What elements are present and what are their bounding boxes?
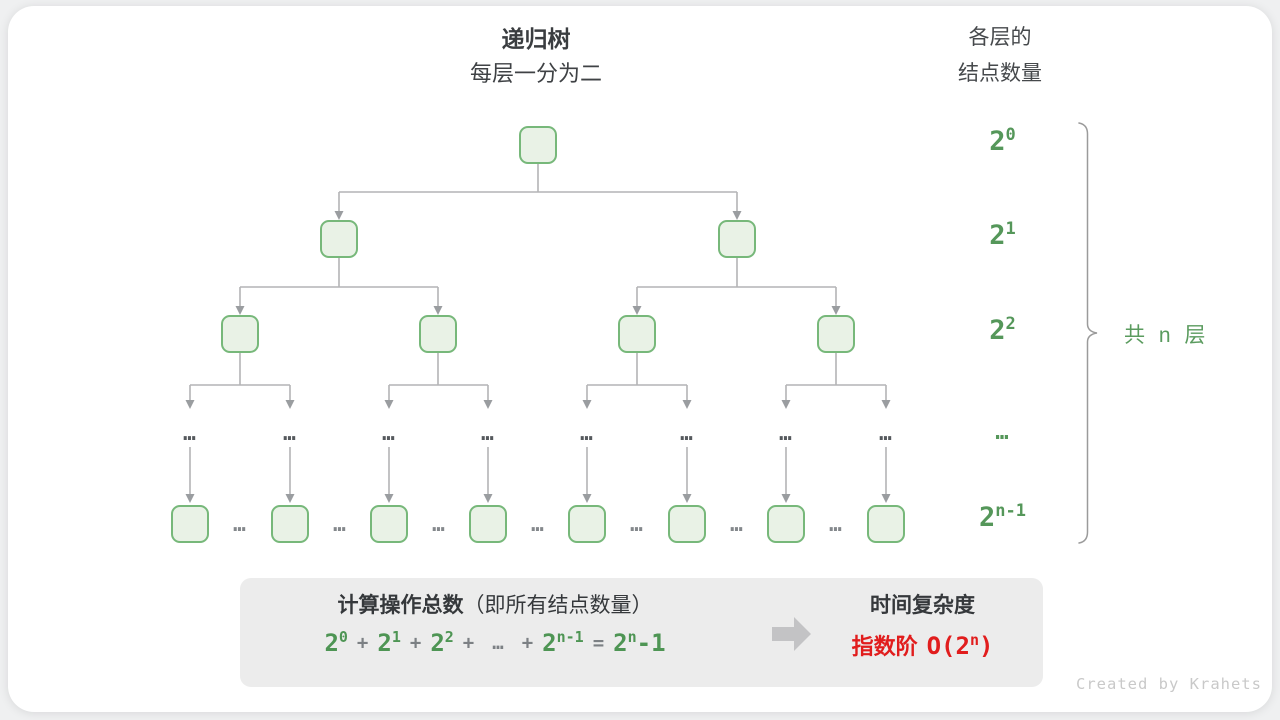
plus-operator: + bbox=[521, 632, 534, 654]
power-exponent: n-1 bbox=[995, 501, 1026, 521]
formula-term: 22 bbox=[430, 628, 454, 657]
power-exponent: 2 bbox=[1005, 314, 1016, 334]
tree-node bbox=[568, 505, 606, 543]
tree-node bbox=[867, 505, 905, 543]
formula-term: 20 bbox=[324, 628, 348, 657]
operations-title-bold: 计算操作总数 bbox=[337, 594, 464, 617]
level-count-2-1: 21 bbox=[955, 219, 1050, 251]
level-count-2-n-1: 2n-1 bbox=[955, 501, 1050, 533]
operations-title: 计算操作总数（即所有结点数量） bbox=[250, 589, 740, 619]
plus-operator: + bbox=[462, 632, 475, 654]
power-base: 2 bbox=[989, 315, 1006, 346]
summary-box bbox=[240, 578, 1043, 687]
tree-ellipsis: … bbox=[580, 421, 594, 445]
tree-ellipsis: … bbox=[680, 421, 694, 445]
operations-formula: 20 +21 +22 + … +2n-1 = 2n-1 bbox=[250, 628, 740, 657]
formula-term: 21 bbox=[377, 628, 401, 657]
tree-node bbox=[221, 315, 259, 353]
operations-title-paren: （即所有结点数量） bbox=[463, 594, 653, 617]
tree-node bbox=[718, 220, 756, 258]
power-exponent: 0 bbox=[1005, 125, 1016, 145]
tree-node bbox=[469, 505, 507, 543]
power-exponent: 1 bbox=[1005, 219, 1016, 239]
plus-operator: + bbox=[356, 632, 369, 654]
row-ellipsis: … bbox=[531, 512, 545, 536]
row-ellipsis: … bbox=[233, 512, 247, 536]
tree-node bbox=[419, 315, 457, 353]
level-count-2-2: 22 bbox=[955, 314, 1050, 346]
plus-operator: + bbox=[409, 632, 422, 654]
tree-node bbox=[767, 505, 805, 543]
time-complexity-title: 时间复杂度 bbox=[870, 594, 975, 617]
ellipsis-operator: … bbox=[492, 632, 504, 654]
complexity-order-label: 指数阶 bbox=[851, 634, 918, 659]
right-column-title-line1: 各层的 bbox=[968, 26, 1032, 49]
row-ellipsis: … bbox=[829, 512, 843, 536]
brace-label: 共 n 层 bbox=[1124, 324, 1210, 347]
tree-ellipsis: … bbox=[183, 421, 197, 445]
tree-node bbox=[668, 505, 706, 543]
tree-ellipsis: … bbox=[481, 421, 495, 445]
level-count-ellipsis: … bbox=[995, 420, 1010, 445]
tree-node bbox=[171, 505, 209, 543]
tree-node bbox=[519, 126, 557, 164]
level-count-2-0: 20 bbox=[955, 125, 1050, 157]
tree-ellipsis: … bbox=[382, 421, 396, 445]
time-complexity-value: 指数阶 O(2n) bbox=[810, 629, 1035, 661]
tree-ellipsis: … bbox=[283, 421, 297, 445]
row-ellipsis: … bbox=[630, 512, 644, 536]
power-base: 2 bbox=[989, 220, 1006, 251]
row-ellipsis: … bbox=[730, 512, 744, 536]
formula-result: 2n-1 bbox=[613, 628, 666, 657]
formula-term: 2n-1 bbox=[542, 628, 584, 657]
figure-subtitle: 每层一分为二 bbox=[469, 61, 602, 86]
power-base: 2 bbox=[979, 502, 996, 533]
tree-node bbox=[370, 505, 408, 543]
power-base: 2 bbox=[989, 126, 1006, 157]
tree-node bbox=[320, 220, 358, 258]
tree-node bbox=[618, 315, 656, 353]
row-ellipsis: … bbox=[333, 512, 347, 536]
tree-node bbox=[817, 315, 855, 353]
figure-title: 递归树 bbox=[501, 26, 571, 52]
right-column-title-line2: 结点数量 bbox=[958, 62, 1042, 85]
big-o-notation: O(2n) bbox=[926, 631, 994, 660]
tree-ellipsis: … bbox=[879, 421, 893, 445]
tree-ellipsis: … bbox=[779, 421, 793, 445]
watermark: Created by Krahets bbox=[1076, 675, 1262, 693]
row-ellipsis: … bbox=[432, 512, 446, 536]
brace bbox=[1078, 122, 1098, 544]
equals-operator: = bbox=[592, 632, 605, 654]
tree-node bbox=[271, 505, 309, 543]
